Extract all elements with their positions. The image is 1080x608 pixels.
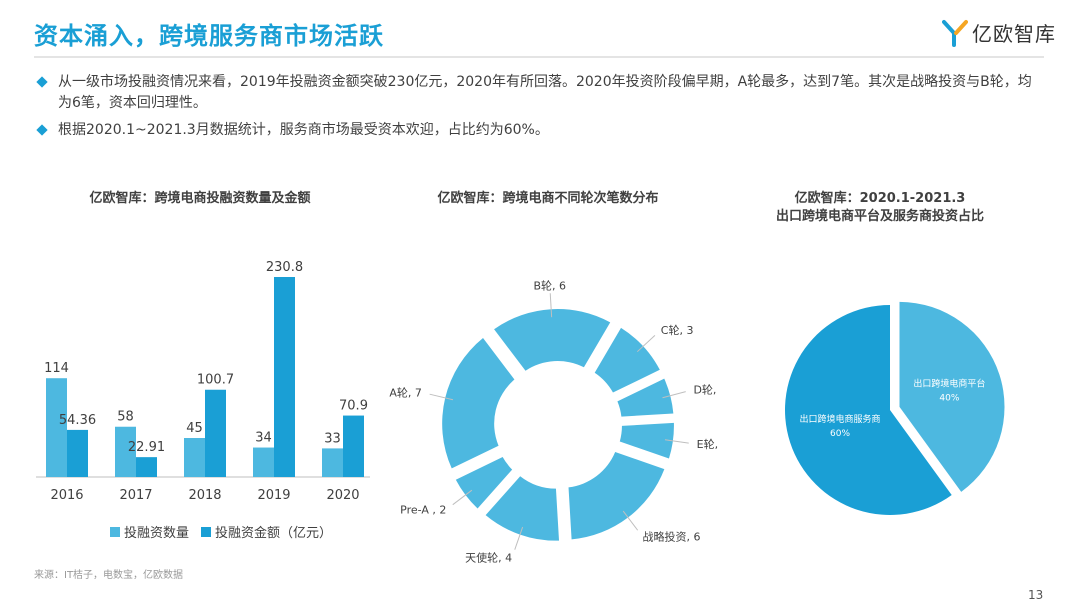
bullet-item: 根据2020.1~2021.3月数据统计，服务商市场最受资本欢迎，占比约为60%… [34, 120, 1044, 141]
diamond-bullet-icon [36, 76, 48, 88]
leader-line [664, 439, 689, 444]
data-label: 45 [186, 421, 203, 436]
legend-swatch-count [110, 526, 120, 537]
pie-chart-title-line: 亿欧智库：2020.1-2021.3 [794, 191, 966, 206]
legend-label: 投融资数量 [124, 526, 190, 541]
pie-slice-name: 出口跨境电商平台 [913, 378, 985, 390]
donut-chart-title: 亿欧智库：跨境电商不同轮次笔数分布 [437, 191, 659, 206]
page-title: 资本涌入，跨境服务商市场活跃 [34, 22, 384, 50]
bullet-item: 从一级市场投融资情况来看，2019年投融资金额突破230亿元，2020年有所回落… [34, 72, 1044, 114]
x-tick-label: 2019 [257, 488, 290, 503]
bar-chart: 114 54.36 2016 58 22.91 2017 45 100.7 2018 34 230.… [36, 260, 370, 503]
x-tick-label: 2016 [50, 488, 83, 503]
data-label: 58 [117, 410, 134, 425]
slice-label: D轮, 2 [693, 383, 720, 397]
x-tick-label: 2017 [119, 488, 152, 503]
bar-amount [205, 389, 226, 477]
title-divider [34, 56, 1044, 58]
bar-count [322, 448, 343, 477]
legend-label: 投融资金额（亿元） [215, 526, 333, 541]
donut-slice [494, 309, 611, 371]
x-tick-label: 2018 [188, 488, 221, 503]
bar-count [115, 426, 136, 477]
bullet-text: 从一级市场投融资情况来看，2019年投融资金额突破230亿元，2020年有所回落… [58, 74, 1032, 111]
donut-slice [619, 422, 674, 459]
data-label: 70.9 [339, 399, 368, 414]
diamond-bullet-icon [36, 124, 48, 136]
data-label: 100.7 [197, 373, 234, 388]
page-number: 13 [1028, 588, 1044, 602]
bar-amount [274, 277, 295, 477]
leader-line [452, 489, 473, 506]
bar-amount [136, 457, 157, 477]
data-label: 54.36 [59, 413, 96, 428]
data-label: 22.91 [128, 440, 165, 455]
logo-text: 亿欧智库 [972, 22, 1056, 46]
pie-chart-title: 亿欧智库：2020.1-2021.3 出口跨境电商平台及服务商投资占比 [720, 190, 1040, 226]
bar-chart-title: 亿欧智库：跨境电商投融资数量及金额 [89, 191, 311, 206]
leader-line [662, 391, 686, 399]
pie-slice [784, 305, 952, 515]
legend-item: 投融资金额（亿元） [201, 522, 332, 541]
summary-bullets: 从一级市场投融资情况来看，2019年投融资金额突破230亿元，2020年有所回落… [34, 72, 1044, 147]
data-label: 33 [324, 431, 341, 446]
bar-amount [343, 415, 364, 477]
bar-count [253, 447, 274, 477]
slice-label: 战略投资, 6 [642, 530, 700, 544]
slice-label: E轮, 2 [697, 437, 720, 451]
slice-label: B轮, 6 [533, 280, 566, 292]
donut-chart: B轮, 6 C轮, 3 D轮, 2 E轮, 2 战略投资, 6 天使轮, 4 Pre-A ,… [389, 280, 720, 564]
donut-slice [485, 476, 560, 541]
leader-line [636, 335, 656, 353]
data-label: 114 [44, 361, 69, 376]
leader-line [549, 293, 553, 318]
slice-label: 天使轮, 4 [465, 550, 512, 564]
data-label: 34 [255, 431, 272, 446]
donut-slice [568, 452, 665, 540]
pie-chart-title-line: 出口跨境电商平台及服务商投资占比 [775, 209, 984, 224]
pie-slice [899, 301, 1005, 492]
bullet-text: 根据2020.1~2021.3月数据统计，服务商市场最受资本欢迎，占比约为60%… [58, 122, 549, 138]
donut-slice [617, 378, 674, 417]
slice-label: C轮, 3 [661, 323, 694, 337]
bar-chart-legend: 投融资数量 投融资金额（亿元） [110, 522, 344, 541]
slice-label: Pre-A , 2 [400, 503, 446, 516]
logo-mark-icon [942, 19, 968, 47]
slice-label: A轮, 7 [389, 385, 422, 399]
leader-line [429, 393, 454, 401]
pie-slice-percent: 40% [939, 394, 959, 404]
pie-chart: 出口跨境电商平台 40% 出口跨境电商服务商 60% [784, 301, 1005, 515]
source-note: 来源：IT桔子，电数宝，亿欧数据 [34, 570, 184, 581]
bar-count [184, 438, 205, 477]
donut-slice [442, 338, 515, 469]
data-label: 230.8 [266, 260, 303, 275]
pie-slice-name: 出口跨境电商服务商 [800, 413, 881, 425]
logo: 亿欧智库 [942, 18, 1056, 47]
pie-slice-percent: 60% [830, 429, 850, 439]
bar-amount [67, 429, 88, 477]
donut-slice [455, 457, 513, 509]
legend-swatch-amount [201, 526, 212, 537]
bar-count [46, 378, 67, 477]
donut-slice [594, 327, 660, 393]
leader-line [514, 526, 524, 550]
x-tick-label: 2020 [326, 488, 359, 503]
leader-line [622, 510, 639, 531]
legend-item: 投融资数量 [110, 522, 189, 541]
